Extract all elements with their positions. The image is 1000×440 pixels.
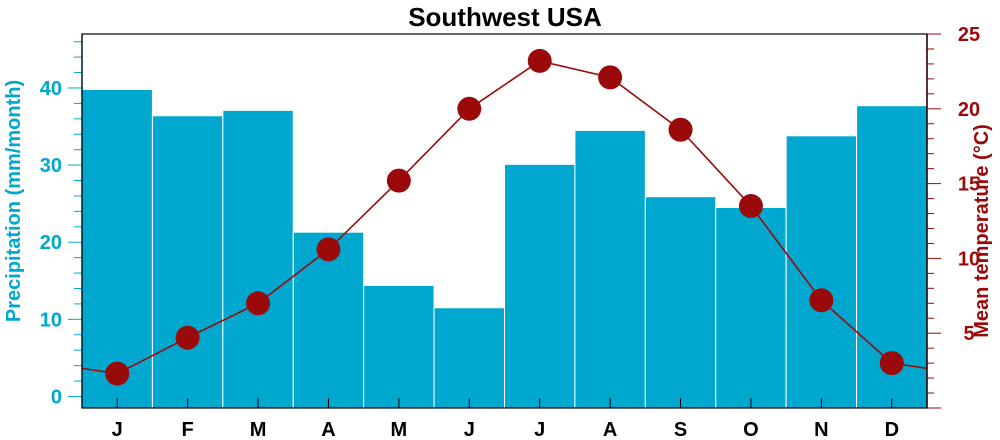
temperature-point [738,194,763,219]
month-label: A [321,419,335,440]
temperature-point [527,48,552,73]
month-label: S [674,419,687,440]
month-label: D [885,419,899,440]
precipitation-tick-label: 40 [40,78,62,100]
precipitation-bar [151,115,224,409]
temperature-point [668,117,693,142]
plot-frame [81,33,928,409]
temperature-point [175,325,200,350]
temperature-point [879,351,904,376]
precipitation-axis: 0 10 20 30 40 [40,34,83,408]
precipitation-bar [644,196,717,409]
month-label: J [534,419,545,440]
precipitation-axis-title: Precipitation (mm/month) [3,80,25,322]
precipitation-tick-label: 0 [51,386,62,408]
month-label: J [112,419,123,440]
precipitation-bar [292,231,365,409]
temperature-tick-label: 20 [958,99,980,121]
temperature-tick-label: 25 [958,24,980,46]
month-label: O [743,419,759,440]
temperature-point [316,237,341,262]
precipitation-tick-label: 30 [40,155,62,177]
temperature-line [81,48,928,386]
temperature-point [457,96,482,121]
precipitation-bar [715,207,787,409]
precipitation-tick-label: 10 [40,309,62,331]
precipitation-bar [574,129,646,409]
temperature-line-path [81,60,928,375]
month-label: M [391,419,408,440]
precipitation-bar [433,307,506,409]
temperature-axis-title: Mean temperature (°C) [971,124,993,338]
temperature-point [809,288,834,313]
temperature-point [246,291,271,316]
precipitation-bars [81,89,928,409]
month-label: M [250,419,267,440]
temperature-point [105,361,130,386]
month-label: F [182,419,194,440]
precipitation-bar [785,135,858,409]
temperature-tick-label: 15 [958,174,980,196]
precipitation-bar [504,163,576,409]
precipitation-bar [222,109,294,409]
temperature-tick-label: 10 [958,248,980,270]
temperature-point [386,168,411,193]
precipitation-tick-label: 20 [40,232,62,254]
precipitation-bar [81,89,153,409]
precipitation-bar [856,105,928,409]
precipitation-bar [363,284,435,409]
chart-title: Southwest USA [408,2,602,32]
month-label: J [464,419,475,440]
month-label: N [814,419,828,440]
temperature-point [598,65,623,90]
month-label: A [603,419,617,440]
temperature-tick-label: 5 [963,323,974,345]
